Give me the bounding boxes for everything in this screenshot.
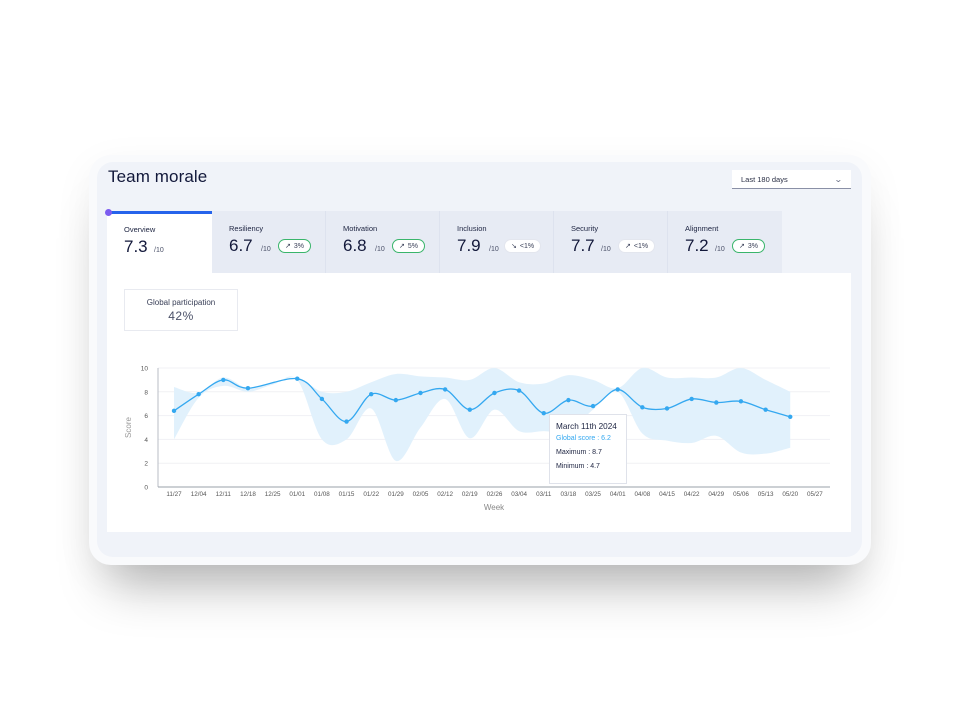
tab-score: 6.7 [229, 236, 253, 255]
chevron-down-icon: ⌄ [834, 174, 844, 184]
tab-out-of: /10 [154, 247, 164, 254]
trend-badge: ↗ 3% [732, 239, 765, 253]
svg-text:02/19: 02/19 [462, 491, 478, 498]
tooltip-minimum: Minimum : 4.7 [556, 463, 600, 470]
svg-text:03/11: 03/11 [536, 491, 552, 498]
svg-text:4: 4 [144, 437, 148, 444]
trend-badge: ↗ 5% [392, 239, 425, 253]
svg-text:02/05: 02/05 [413, 491, 429, 498]
svg-text:6: 6 [144, 413, 148, 420]
active-tab-dot [105, 209, 112, 216]
trend-badge: ↗ 3% [278, 239, 311, 253]
svg-text:12/18: 12/18 [240, 491, 256, 498]
tab-overview[interactable]: Overview 7.3 /10 [105, 209, 212, 273]
arrow-up-right-icon: ↗ [739, 243, 745, 250]
tooltip-maximum: Maximum : 8.7 [556, 449, 602, 456]
page-title: Team morale [108, 167, 208, 186]
svg-text:04/29: 04/29 [708, 491, 724, 498]
svg-text:03/25: 03/25 [585, 491, 601, 498]
svg-text:04/15: 04/15 [659, 491, 675, 498]
tab-out-of: /10 [375, 246, 385, 253]
tab-score: 7.9 [457, 236, 481, 255]
arrow-up-right-icon: ↗ [625, 243, 631, 250]
tab-motivation[interactable]: Motivation 6.8 /10 ↗ 5% [326, 211, 440, 273]
arrow-up-right-icon: ↗ [399, 243, 405, 250]
tab-out-of: /10 [715, 246, 725, 253]
arrow-up-right-icon: ↗ [285, 243, 291, 250]
tab-inclusion[interactable]: Inclusion 7.9 /10 ↘ <1% [440, 211, 554, 273]
svg-text:11/27: 11/27 [166, 491, 182, 498]
tab-label: Inclusion [457, 224, 487, 233]
arrow-down-right-icon: ↘ [511, 243, 517, 250]
svg-text:05/27: 05/27 [807, 491, 823, 498]
tab-out-of: /10 [261, 246, 271, 253]
trend-change: <1% [519, 242, 535, 250]
svg-text:01/22: 01/22 [363, 491, 379, 498]
svg-text:03/04: 03/04 [511, 491, 527, 498]
trend-change: <1% [633, 242, 649, 250]
participation-label: Global participation [146, 298, 216, 307]
tab-score: 7.7 [571, 236, 595, 255]
period-select-value: Last 180 days [741, 174, 788, 184]
tab-label: Overview [124, 225, 156, 234]
trend-change: 3% [747, 242, 758, 250]
tab-label: Motivation [343, 224, 378, 233]
participation-value: 42% [168, 309, 194, 323]
tab-score: 6.8 [343, 236, 367, 255]
svg-text:2: 2 [144, 461, 148, 468]
svg-text:12/11: 12/11 [216, 491, 232, 498]
svg-text:01/15: 01/15 [339, 491, 355, 498]
tooltip-score: Global score : 6.2 [556, 435, 611, 442]
tab-out-of: /10 [601, 246, 611, 253]
svg-text:01/08: 01/08 [314, 491, 330, 498]
tab-score: 7.2 [685, 236, 709, 255]
tooltip-date: March 11th 2024 [556, 422, 617, 431]
svg-text:03/18: 03/18 [561, 491, 577, 498]
svg-text:04/08: 04/08 [634, 491, 650, 498]
trend-badge: ↗ <1% [618, 239, 656, 253]
svg-text:05/13: 05/13 [758, 491, 774, 498]
svg-text:05/20: 05/20 [782, 491, 798, 498]
trend-badge: ↘ <1% [504, 239, 542, 253]
svg-text:0: 0 [144, 485, 148, 492]
participation-card: Global participation 42% [124, 289, 238, 331]
svg-text:10: 10 [141, 366, 149, 373]
svg-text:05/06: 05/06 [733, 491, 749, 498]
svg-text:8: 8 [144, 389, 148, 396]
tab-label: Resiliency [229, 224, 264, 233]
period-select[interactable]: Last 180 days ⌄ [732, 170, 851, 189]
svg-text:04/22: 04/22 [684, 491, 700, 498]
svg-text:01/29: 01/29 [388, 491, 404, 498]
svg-text:Week: Week [484, 503, 505, 512]
trend-change: 3% [293, 242, 304, 250]
svg-text:Score: Score [124, 417, 133, 438]
svg-text:02/12: 02/12 [437, 491, 453, 498]
tab-alignment[interactable]: Alignment 7.2 /10 ↗ 3% [668, 211, 782, 273]
tab-label: Security [571, 224, 599, 233]
svg-text:04/01: 04/01 [610, 491, 626, 498]
tab-out-of: /10 [489, 246, 499, 253]
tab-security[interactable]: Security 7.7 /10 ↗ <1% [554, 211, 668, 273]
svg-text:12/04: 12/04 [191, 491, 207, 498]
trend-change: 5% [407, 242, 418, 250]
tab-resiliency[interactable]: Resiliency 6.7 /10 ↗ 3% [212, 211, 326, 273]
score-line-chart[interactable]: 0 2 4 6 8 10 11/27 12/04 12/11 12/18 12/25 01/01 01/… [110, 355, 850, 520]
svg-text:12/25: 12/25 [265, 491, 281, 498]
metric-tabs: Overview 7.3 /10 Resiliency 6.7 /10 ↗ 3%… [105, 209, 782, 273]
svg-text:02/26: 02/26 [487, 491, 503, 498]
tab-label: Alignment [685, 224, 719, 233]
svg-text:01/01: 01/01 [289, 491, 305, 498]
tab-score: 7.3 [124, 237, 148, 256]
chart-tooltip: March 11th 2024 Global score : 6.2 Maxim… [549, 414, 627, 484]
